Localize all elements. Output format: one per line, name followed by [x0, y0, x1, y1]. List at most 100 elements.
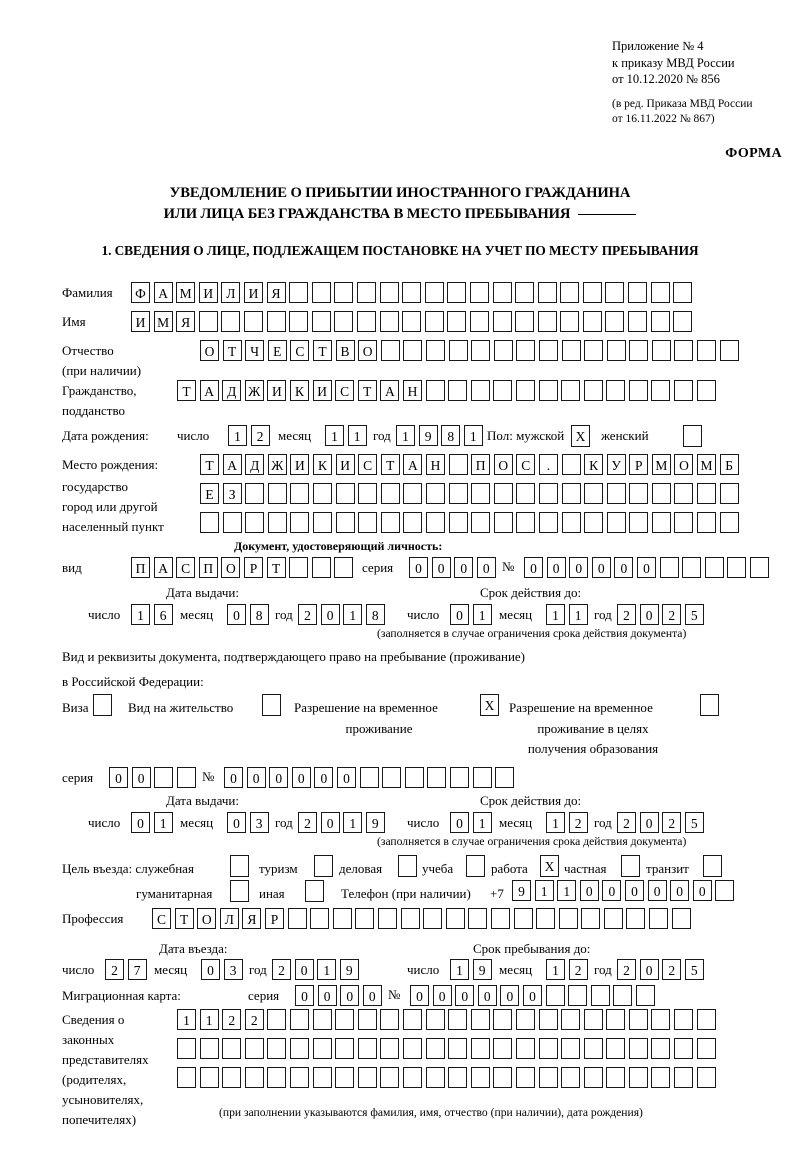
char-box[interactable]	[334, 282, 354, 303]
char-box[interactable]	[287, 908, 307, 929]
char-box[interactable]: 0	[410, 985, 429, 1006]
char-box[interactable]	[515, 1038, 535, 1059]
char-box[interactable]	[355, 908, 375, 929]
checkbox-purpose-humanitarian[interactable]	[230, 880, 249, 902]
char-box[interactable]	[447, 311, 467, 332]
char-box[interactable]	[682, 557, 702, 578]
char-box[interactable]: И	[335, 454, 355, 475]
char-box[interactable]	[423, 908, 443, 929]
char-box[interactable]: П	[198, 557, 218, 578]
checkbox-residence-permit[interactable]	[262, 694, 281, 716]
char-box[interactable]	[380, 512, 400, 533]
char-box[interactable]: П	[131, 557, 150, 578]
char-box[interactable]: Т	[177, 380, 196, 401]
char-box[interactable]: И	[131, 311, 150, 332]
char-box[interactable]: 2	[617, 959, 636, 980]
checkbox[interactable]	[230, 880, 249, 902]
char-box[interactable]: С	[152, 908, 171, 929]
char-box[interactable]: 6	[153, 604, 173, 625]
char-box[interactable]	[447, 282, 467, 303]
char-box[interactable]: О	[493, 454, 513, 475]
char-box[interactable]	[628, 1067, 648, 1088]
checkbox-purpose-study[interactable]	[466, 855, 485, 877]
char-box[interactable]: 0	[246, 767, 266, 788]
char-box[interactable]: Ж	[267, 454, 287, 475]
char-box[interactable]: 8	[365, 604, 385, 625]
char-box[interactable]	[628, 311, 648, 332]
char-box[interactable]	[380, 483, 400, 504]
checkbox[interactable]	[93, 694, 112, 716]
char-box[interactable]: 3	[223, 959, 243, 980]
char-box[interactable]	[493, 1009, 513, 1030]
char-box[interactable]: О	[358, 340, 378, 361]
char-box[interactable]	[448, 1038, 468, 1059]
char-box[interactable]: 3	[249, 812, 269, 833]
char-box[interactable]: 2	[244, 1009, 264, 1030]
char-box[interactable]: Р	[264, 908, 284, 929]
char-box[interactable]	[471, 483, 491, 504]
char-box[interactable]	[697, 483, 717, 504]
char-box[interactable]	[445, 908, 465, 929]
char-box[interactable]: Ф	[131, 282, 150, 303]
char-box[interactable]	[582, 311, 602, 332]
char-box[interactable]	[470, 380, 490, 401]
char-box[interactable]: 8	[249, 604, 269, 625]
char-box[interactable]: 1	[343, 812, 363, 833]
char-box[interactable]	[538, 1067, 558, 1088]
char-box[interactable]: 0	[409, 557, 428, 578]
char-box[interactable]	[493, 340, 513, 361]
char-box[interactable]	[537, 311, 557, 332]
char-box[interactable]	[606, 512, 626, 533]
char-box[interactable]	[515, 1009, 535, 1030]
char-box[interactable]: К	[289, 380, 309, 401]
char-box[interactable]	[561, 512, 581, 533]
char-box[interactable]	[629, 340, 649, 361]
char-box[interactable]	[606, 483, 626, 504]
char-box[interactable]: 0	[692, 880, 712, 901]
char-box[interactable]	[561, 340, 581, 361]
char-box[interactable]: О	[674, 454, 694, 475]
char-box[interactable]	[492, 282, 512, 303]
char-box[interactable]	[380, 1067, 400, 1088]
char-box[interactable]: 1	[534, 880, 554, 901]
char-box[interactable]	[449, 767, 469, 788]
char-box[interactable]: 1	[450, 959, 469, 980]
char-box[interactable]: Р	[243, 557, 263, 578]
char-box[interactable]: 5	[684, 604, 704, 625]
char-box[interactable]	[425, 1038, 445, 1059]
char-box[interactable]	[651, 512, 671, 533]
char-box[interactable]: Я	[242, 908, 262, 929]
char-box[interactable]	[626, 908, 646, 929]
char-box[interactable]	[312, 483, 332, 504]
checkbox[interactable]	[683, 425, 702, 447]
checkbox[interactable]	[314, 855, 333, 877]
char-box[interactable]	[404, 767, 424, 788]
char-box[interactable]: 1	[546, 959, 565, 980]
char-box[interactable]	[267, 1038, 287, 1059]
char-box[interactable]: М	[176, 282, 196, 303]
char-box[interactable]: М	[153, 311, 173, 332]
char-box[interactable]	[538, 380, 558, 401]
char-box[interactable]: Т	[266, 557, 286, 578]
char-box[interactable]: 0	[455, 985, 475, 1006]
char-box[interactable]	[222, 512, 242, 533]
char-box[interactable]: 9	[339, 959, 359, 980]
char-box[interactable]: Е	[267, 340, 287, 361]
char-box[interactable]: 1	[177, 1009, 196, 1030]
char-box[interactable]	[425, 1009, 445, 1030]
char-box[interactable]	[357, 1009, 377, 1030]
char-box[interactable]	[674, 1038, 694, 1059]
char-box[interactable]	[311, 282, 331, 303]
char-box[interactable]: 1	[199, 1009, 219, 1030]
